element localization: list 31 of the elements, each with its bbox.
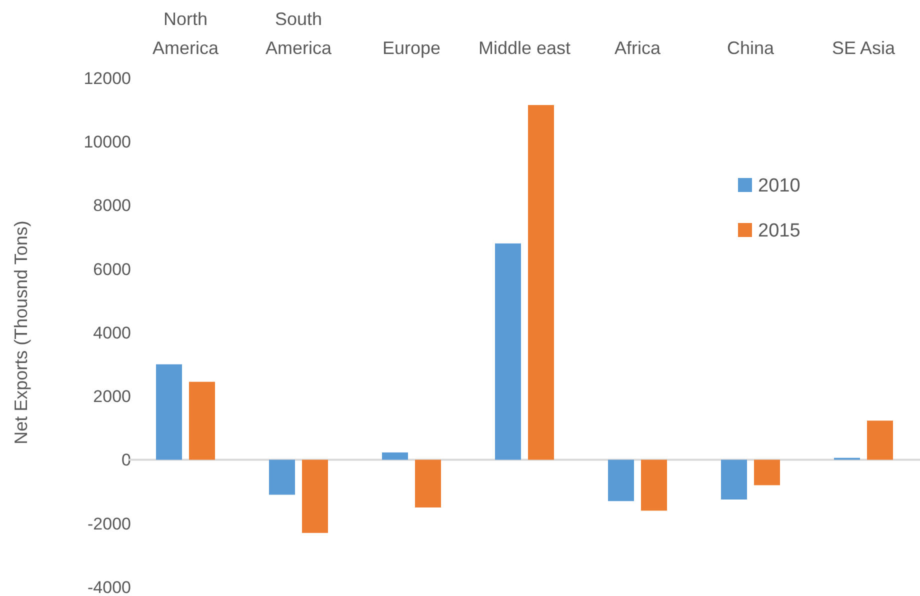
bar [641,460,667,511]
y-tick-label: 4000 [93,323,131,342]
x-tick-label: China [726,38,776,58]
bar [189,382,215,460]
legend-label: 2010 [758,176,800,197]
x-tick-label: Middle east [478,38,571,58]
bar [528,105,554,460]
x-tick-label: Africa [614,38,662,58]
y-tick-label: 6000 [93,260,131,279]
bar [495,243,521,460]
y-tick-label: 10000 [84,132,131,152]
y-tick-label: 2000 [93,387,131,406]
legend-label: 2015 [758,220,800,242]
y-axis-title: Net Exports (Thousnd Tons) [11,220,31,444]
x-tick-label: North America [152,9,220,58]
bar [269,460,295,495]
bar [608,460,634,502]
bar [754,460,780,486]
y-tick-label: 8000 [93,196,131,216]
y-tick-label: 12000 [84,68,131,88]
bar [382,452,408,460]
bar [415,460,441,508]
bar [156,364,182,460]
x-tick-label: South America [265,9,332,58]
bar [721,460,747,500]
y-tick-label: -4000 [88,578,131,596]
bar [867,420,893,460]
x-tick-label: SE Asia [832,38,896,58]
bar [302,460,328,533]
y-tick-label: -2000 [88,514,131,534]
x-tick-label: Europe [382,38,441,58]
